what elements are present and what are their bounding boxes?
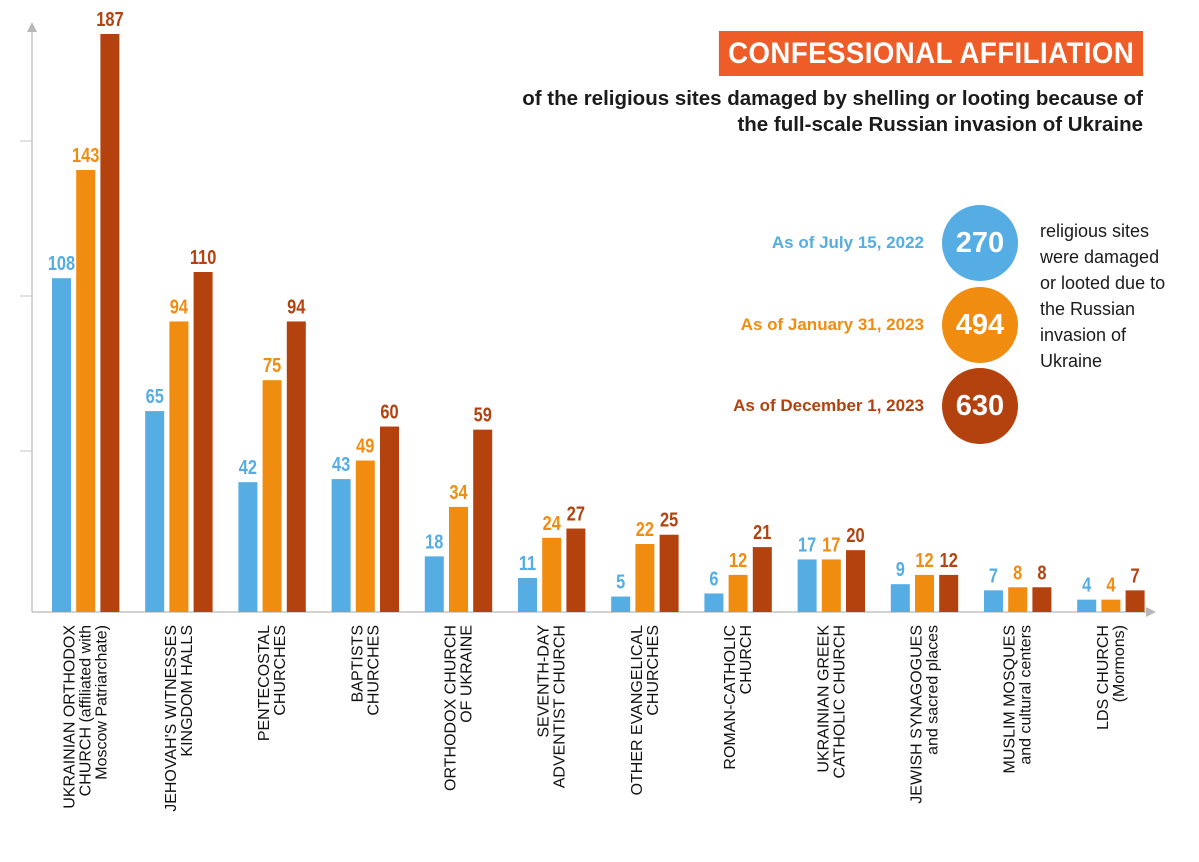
bar-8-2 [728,574,748,612]
bar-8-1 [704,593,724,612]
category-label-10: JEWISH SYNAGOGUESand sacred places [909,625,942,804]
value-label-10-2: 12 [915,548,933,571]
bar-10-2 [915,574,934,612]
value-label-12-1: 4 [1082,573,1092,596]
category-label-5: ORTHODOX CHURCHOF UKRAINE [443,625,476,791]
bar-6-2 [542,537,562,612]
value-label-3-1: 42 [239,456,257,479]
value-label-3-2: 75 [263,354,281,377]
value-label-8-3: 21 [753,521,771,544]
bar-1-1 [52,278,71,612]
value-label-6-1: 11 [519,551,536,574]
bar-3-2 [262,380,282,612]
category-label-12: LDS CHURCH(Mormons) [1095,625,1128,730]
value-label-8-2: 12 [729,548,747,571]
bar-3-3 [286,321,306,612]
y-axis-arrow [27,22,37,32]
category-label-9: UKRAINIAN GREEKCATHOLIC CHURCH [815,625,848,779]
bar-9-2 [821,559,841,612]
category-label-1: UKRAINIAN ORTHODOXCHURCH (affiliated wit… [62,625,111,809]
value-label-8-1: 6 [709,567,718,590]
value-label-12-3: 7 [1131,564,1140,587]
value-label-9-3: 20 [846,524,864,547]
value-label-5-3: 59 [474,403,492,426]
value-label-3-3: 94 [287,295,306,318]
legend-label-2: As of January 31, 2023 [740,315,924,334]
value-label-11-3: 8 [1037,561,1046,584]
value-label-1-1: 108 [48,252,75,275]
value-label-4-1: 43 [332,453,350,476]
bar-4-2 [355,460,375,612]
value-label-12-2: 4 [1106,573,1116,596]
category-label-7: OTHER EVANGELICALCHURCHES [629,625,662,796]
bar-9-3 [846,550,865,612]
bar-1-2 [76,170,96,612]
bar-7-3 [659,534,679,612]
bar-5-2 [449,506,468,612]
category-label-4: BAPTISTSCHURCHES [349,625,382,716]
bar-11-2 [1008,587,1028,612]
bar-10-3 [939,574,959,612]
value-label-2-2: 94 [170,295,189,318]
bar-5-3 [473,429,493,612]
value-label-11-2: 8 [1013,561,1022,584]
value-label-2-1: 65 [146,385,164,408]
bar-6-1 [518,578,537,612]
legend-label-3: As of December 1, 2023 [733,396,924,415]
totals-note: religious sites were damaged or looted d… [1040,221,1166,371]
bar-2-1 [145,411,165,612]
bar-4-1 [331,479,351,612]
legend-label-1: As of July 15, 2022 [771,233,924,252]
bar-11-3 [1032,587,1052,612]
value-label-4-2: 49 [356,434,374,457]
value-label-11-1: 7 [989,564,998,587]
bar-1-3 [100,34,120,612]
value-label-6-3: 27 [567,502,585,525]
bar-9-1 [797,559,817,612]
value-label-5-1: 18 [425,530,443,553]
chart-title: CONFESSIONAL AFFILIATION [718,31,1143,76]
value-label-7-1: 5 [616,570,625,593]
category-label-11: MUSLIM MOSQUESand cultural centers [1002,625,1035,773]
bar-7-1 [611,596,631,612]
bar-2-2 [169,321,189,612]
category-label-3: PENTECOSTALCHURCHES [256,625,289,741]
value-label-6-2: 24 [543,511,562,534]
bar-3-1 [238,482,258,612]
legend-total-1: 270 [942,205,1018,281]
value-label-1-2: 143 [72,143,99,166]
bar-4-3 [380,426,399,612]
bar-6-3 [566,528,586,612]
value-label-2-3: 110 [190,245,216,268]
value-label-10-1: 9 [896,558,905,581]
x-axis-arrow [1146,607,1156,617]
value-label-9-2: 17 [822,533,840,556]
chart-subtitle: of the religious sites damaged by shelli… [522,87,1143,136]
bar-10-1 [890,584,910,612]
bar-11-1 [984,590,1003,612]
value-label-7-3: 25 [660,508,678,531]
legend-total-3: 630 [942,368,1018,444]
bar-12-1 [1077,599,1097,612]
bar-5-1 [424,556,444,612]
category-label-2: JEHOVAH'S WITNESSESKINGDOM HALLS [163,625,196,812]
bar-8-3 [752,547,772,612]
bar-7-2 [635,544,655,612]
bar-2-3 [193,272,213,612]
legend-total-2: 494 [942,287,1018,363]
bar-12-2 [1101,599,1121,612]
value-label-9-1: 17 [798,533,816,556]
value-label-1-3: 187 [96,7,123,30]
category-label-6: SEVENTH-DAYADVENTIST CHURCH [536,625,569,789]
value-label-7-2: 22 [636,517,654,540]
bar-12-3 [1125,590,1145,612]
value-label-4-3: 60 [380,400,398,423]
category-label-8: ROMAN-CATHOLICCHURCH [722,625,755,770]
value-label-10-3: 12 [940,548,958,571]
value-label-5-2: 34 [449,480,468,503]
